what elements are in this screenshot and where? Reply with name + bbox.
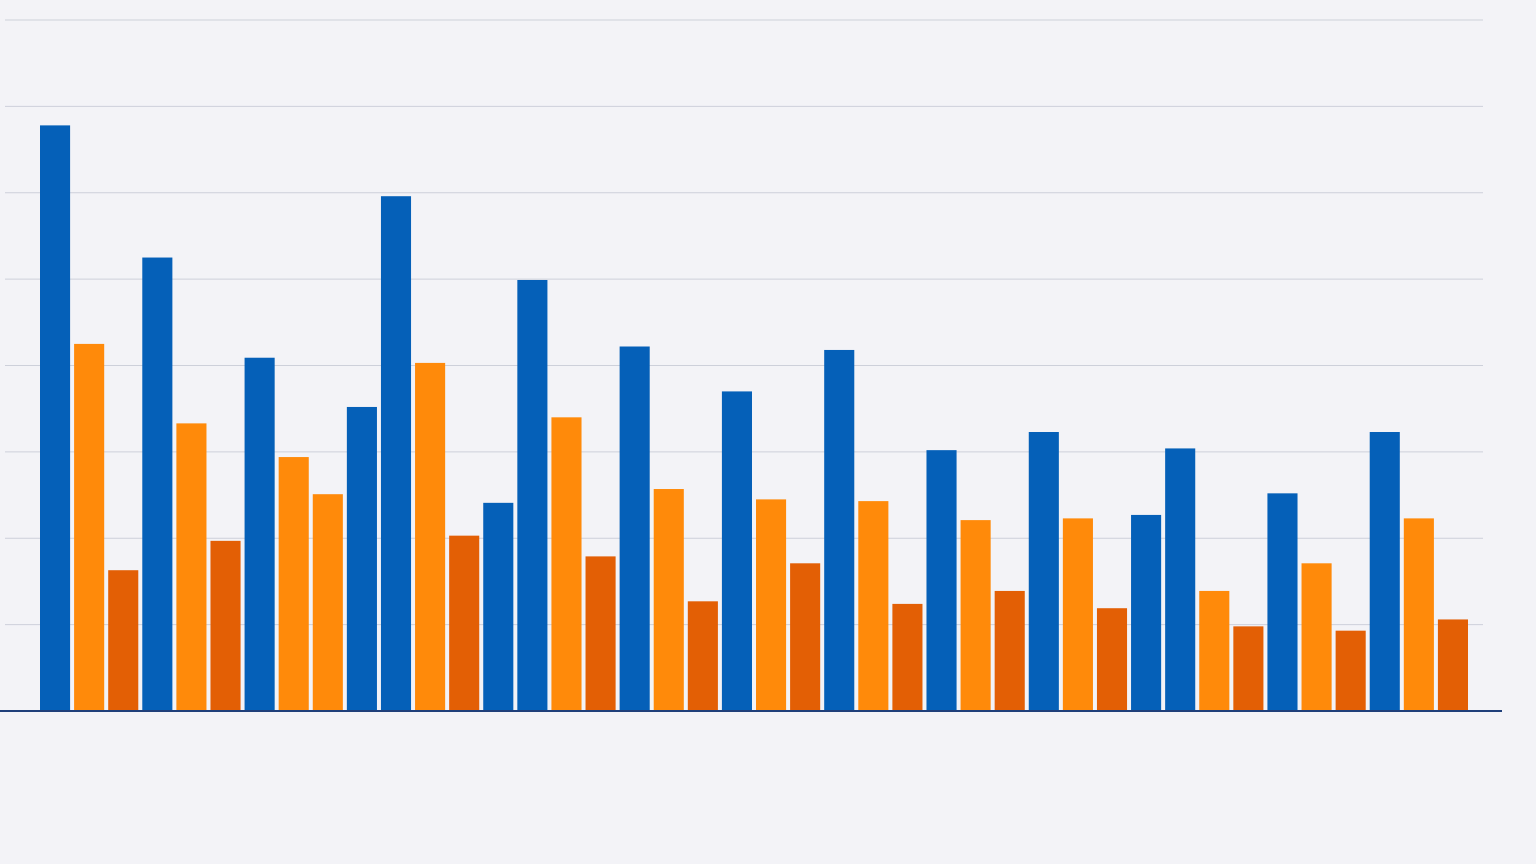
bar xyxy=(1369,432,1400,711)
bar xyxy=(926,450,957,711)
bar xyxy=(1233,626,1264,711)
bar xyxy=(1131,514,1162,711)
bar xyxy=(858,501,889,711)
bar xyxy=(1437,619,1468,711)
bar xyxy=(380,196,412,711)
bar xyxy=(892,603,923,711)
bar xyxy=(824,349,855,711)
bar xyxy=(653,489,684,711)
bar xyxy=(756,499,787,711)
bar xyxy=(517,279,548,711)
bar xyxy=(1096,608,1128,711)
bar xyxy=(346,406,377,711)
bar xyxy=(210,540,241,711)
bar xyxy=(994,590,1025,711)
bar xyxy=(40,125,71,711)
bar xyxy=(1165,448,1196,711)
bar xyxy=(721,391,752,711)
bar xyxy=(142,257,173,711)
bar xyxy=(1199,590,1230,711)
bar xyxy=(176,423,207,711)
bar xyxy=(1028,432,1059,711)
bar xyxy=(415,362,446,711)
bar xyxy=(1301,563,1332,711)
bar xyxy=(1062,518,1093,711)
bar xyxy=(244,357,275,711)
bar xyxy=(619,346,650,711)
bar xyxy=(1267,493,1298,711)
bar xyxy=(960,520,991,711)
bar xyxy=(1335,630,1366,711)
bar xyxy=(687,601,718,711)
bar xyxy=(312,494,343,711)
bar xyxy=(1403,518,1434,711)
bar xyxy=(278,457,309,711)
bar xyxy=(74,343,105,711)
bar xyxy=(585,556,616,711)
bar xyxy=(108,570,139,711)
bar xyxy=(790,563,821,711)
bar xyxy=(483,502,514,711)
bar xyxy=(449,535,480,711)
bar xyxy=(551,417,582,711)
